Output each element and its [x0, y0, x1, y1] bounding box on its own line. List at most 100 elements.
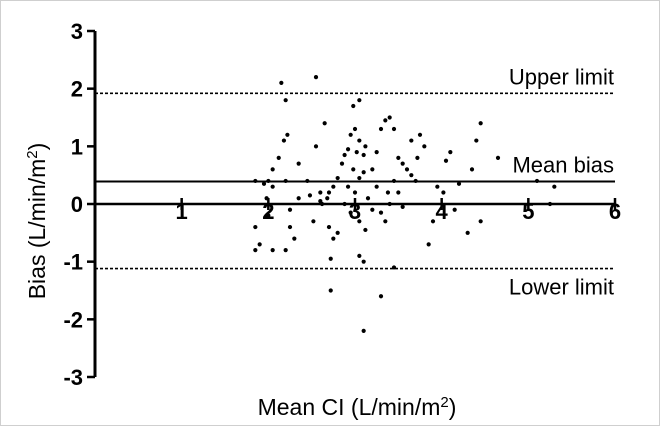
data-point [361, 328, 366, 333]
x-tick-label: 5 [522, 199, 534, 224]
data-point [396, 155, 401, 160]
x-tick-label: 1 [176, 199, 188, 224]
data-point [326, 224, 332, 230]
data-point [287, 224, 293, 230]
y-axis-ticks: 3 2 1 0 -1 -2 -3 [63, 19, 95, 390]
data-point [383, 219, 388, 224]
data-point [311, 219, 316, 224]
data-point [266, 213, 271, 218]
data-point [422, 144, 427, 149]
y-tick-label: 3 [71, 19, 83, 44]
plot-area: 3 2 1 0 -1 -2 -3 1 2 3 4 5 6 Upper limit Mean bias Lo… [24, 19, 622, 420]
data-point [342, 152, 347, 158]
data-point [365, 196, 371, 201]
y-axis-title: Bias (L/min/m2) [24, 143, 51, 300]
data-point [296, 196, 301, 201]
data-point [534, 178, 540, 184]
data-point [331, 236, 336, 241]
data-point [448, 150, 453, 155]
data-point [281, 138, 287, 143]
data-point [452, 207, 457, 212]
data-point [443, 158, 449, 163]
data-point [270, 184, 275, 189]
data-point [387, 115, 392, 120]
data-point [370, 207, 375, 212]
data-point [287, 207, 293, 212]
data-point [354, 150, 359, 155]
data-point [307, 193, 313, 198]
mean-bias-label: Mean bias [512, 153, 614, 178]
data-point [285, 132, 290, 137]
data-point [478, 219, 483, 224]
data-point [279, 80, 284, 85]
data-point [357, 219, 362, 224]
data-point [345, 147, 351, 152]
data-point [474, 138, 479, 143]
data-point [435, 184, 440, 189]
data-point [270, 248, 275, 253]
data-point [292, 236, 297, 241]
data-point [387, 201, 392, 207]
data-point [331, 184, 336, 189]
data-point [342, 201, 347, 207]
data-point [351, 103, 356, 109]
lower-limit-label: Lower limit [509, 275, 614, 300]
data-point [415, 155, 420, 160]
data-point [318, 199, 323, 204]
data-point [374, 150, 379, 155]
data-point [378, 126, 384, 132]
data-point [283, 98, 288, 103]
data-point [276, 155, 281, 160]
data-point [283, 248, 288, 253]
y-tick-label: -3 [63, 365, 83, 390]
data-point [325, 196, 330, 201]
data-point [413, 178, 418, 184]
data-point [264, 196, 269, 201]
data-point [378, 294, 384, 299]
data-point [257, 242, 262, 247]
data-point [305, 178, 310, 184]
y-tick-label: -2 [63, 307, 83, 332]
data-point [335, 230, 340, 235]
data-point [270, 167, 275, 172]
upper-limit-label: Upper limit [509, 64, 614, 89]
data-point [547, 201, 553, 207]
data-point [348, 132, 353, 137]
data-point [352, 126, 358, 132]
data-point [345, 184, 351, 189]
data-point [322, 121, 327, 126]
data-point [385, 190, 391, 195]
data-point [430, 219, 436, 224]
data-point [283, 178, 288, 184]
data-point [313, 144, 319, 149]
data-point [348, 210, 353, 215]
data-point [465, 230, 470, 235]
data-point [374, 184, 379, 189]
data-point [253, 248, 258, 253]
x-axis-title: Mean CI (L/min/m2) [258, 394, 457, 421]
data-point [552, 184, 557, 189]
data-point [456, 181, 462, 186]
data-point [357, 138, 362, 143]
data-point [339, 161, 345, 166]
data-point [400, 204, 405, 209]
data-point [396, 190, 401, 195]
y-tick-label: -1 [63, 250, 83, 275]
data-point [253, 224, 258, 230]
data-point [363, 227, 368, 233]
data-point [352, 190, 358, 195]
data-point [261, 181, 267, 186]
data-point [391, 126, 397, 132]
data-point [361, 170, 366, 175]
data-point [370, 167, 375, 172]
data-point [361, 259, 366, 264]
data-point [391, 265, 397, 270]
x-tick-label: 2 [262, 199, 274, 224]
data-point [409, 173, 414, 178]
y-tick-label: 0 [71, 192, 83, 217]
data-point [426, 242, 431, 247]
x-axis-ticks: 1 2 3 4 5 6 [176, 198, 621, 224]
y-tick-label: 2 [71, 77, 83, 102]
data-point [326, 190, 332, 195]
